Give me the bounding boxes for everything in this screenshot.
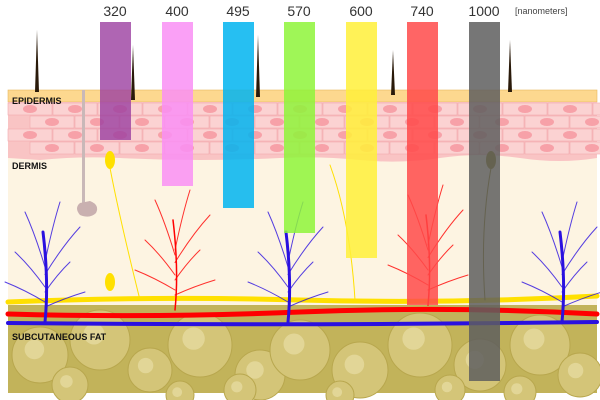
hair-follicle-bulb [77,201,98,217]
nerve-fiber [109,167,141,301]
hair-shaft [82,90,85,205]
wavelength-bar-400 [162,22,193,186]
hair [256,35,260,97]
hairs [35,30,512,100]
wavelength-bar-570 [284,22,315,233]
wavelength-label: 600 [349,3,373,19]
wavelength-bar-1000 [469,22,500,381]
vein-branch [521,201,600,324]
units-label: [nanometers] [515,6,568,16]
wavelength-bar-600 [346,22,377,258]
subcutaneous-fat-label: SUBCUTANEOUS FAT [12,332,107,342]
wavelength-bar-495 [223,22,254,208]
blood-vessels [4,151,600,327]
epidermis-label: EPIDERMIS [12,96,62,106]
wavelength-label: 320 [103,3,127,19]
nerve-ending [105,151,115,169]
hair [131,45,135,100]
wavelength-bar-320 [100,22,131,140]
wavelength-label: 400 [165,3,189,19]
dermis-label: DERMIS [12,161,48,171]
nerve-ending [105,273,115,291]
hair [508,40,512,92]
vein-branch [247,201,329,324]
artery [5,306,600,319]
artery-branch [134,189,216,311]
vein-branch [4,201,86,324]
hair [391,50,395,95]
subcutaneous-fat-layer [8,305,600,400]
epidermis-cell [592,102,600,116]
wavelength-label: 1000 [468,3,500,19]
wavelength-label: 740 [410,3,434,19]
wavelength-label: 570 [287,3,311,19]
wavelength-bar-740 [407,22,438,305]
hair [35,30,39,92]
epidermis-cell [592,128,600,142]
vein [6,320,599,327]
nerve [5,293,600,305]
wavelength-label: 495 [226,3,250,19]
